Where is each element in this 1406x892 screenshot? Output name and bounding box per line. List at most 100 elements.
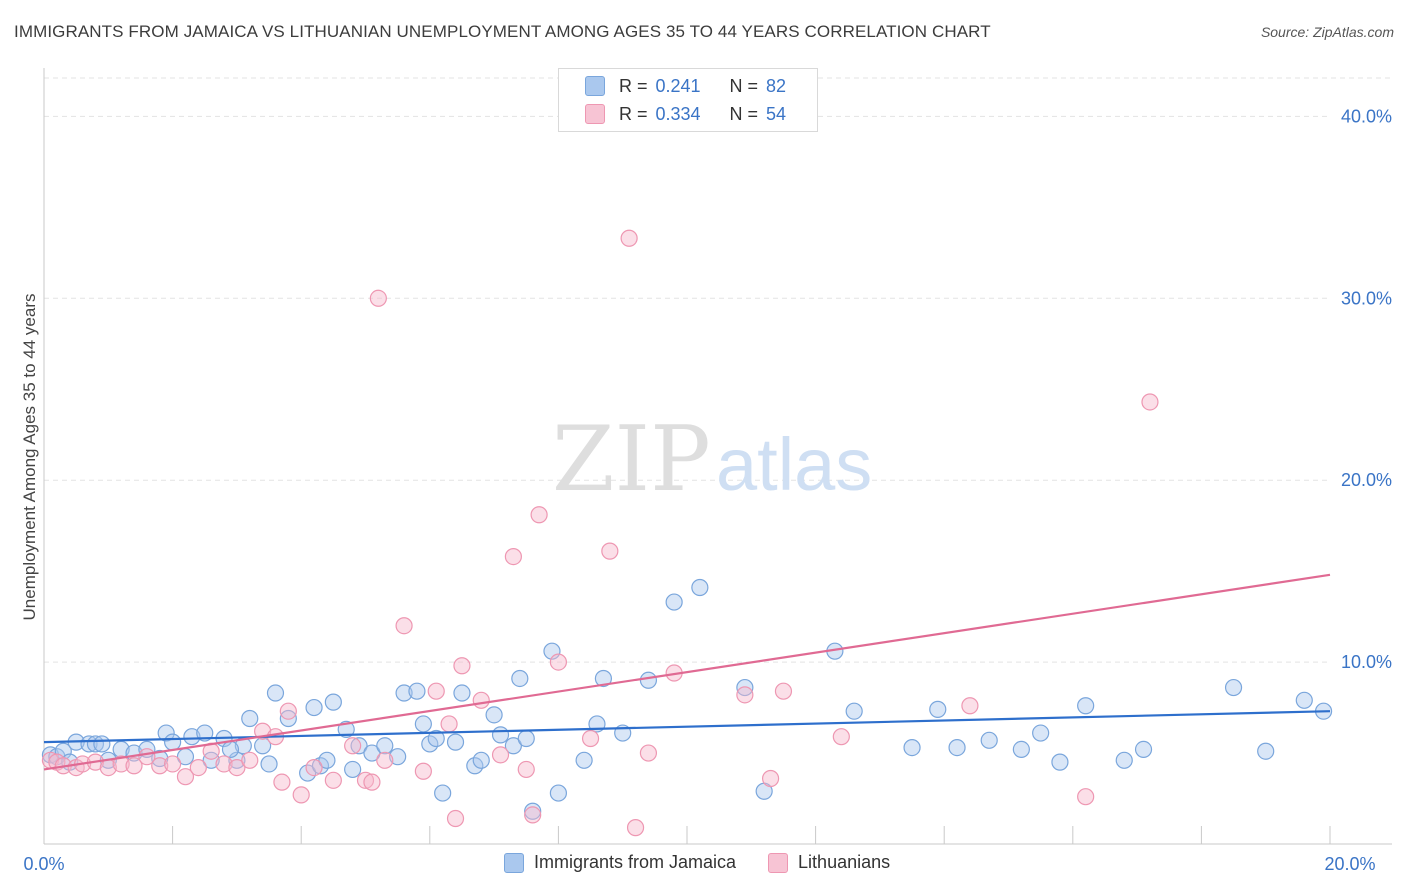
jamaica-point xyxy=(427,729,445,748)
jamaica-point xyxy=(1012,740,1030,759)
axes xyxy=(43,68,1392,845)
legend-r-label: R = xyxy=(619,103,648,124)
jamaica-point xyxy=(395,684,413,702)
legend-row-jamaica: R = 0.241 N = 82 xyxy=(585,75,786,97)
series-legend-jamaica[interactable]: Immigrants from Jamaica xyxy=(504,852,736,873)
jamaica-point xyxy=(1295,691,1313,709)
jamaica-point xyxy=(1134,740,1153,759)
lithuanian-point xyxy=(189,758,207,777)
lithuanian-point xyxy=(395,617,413,635)
jamaica-point xyxy=(305,698,323,717)
lithuanian-point xyxy=(1077,788,1095,806)
gridlines xyxy=(44,77,1390,663)
jamaica-point xyxy=(202,751,220,769)
y-axis-label: Unemployment Among Ages 35 to 44 years xyxy=(20,294,39,621)
jamaica-point xyxy=(903,738,921,757)
lithuanian-point xyxy=(472,691,490,709)
lithuanian-point xyxy=(305,758,323,777)
lithuanian-point xyxy=(164,755,182,773)
watermark-zip: ZIP xyxy=(552,407,711,512)
jamaica-point xyxy=(980,731,998,749)
lithuanian-point xyxy=(832,728,850,746)
jamaica-point xyxy=(511,669,529,688)
lithuanian-point xyxy=(151,757,169,775)
lithuanian-point xyxy=(414,762,432,780)
lithuanian-point xyxy=(356,771,375,789)
jamaica-point xyxy=(54,742,72,760)
lithuanian-point xyxy=(273,773,291,791)
jamaica-point xyxy=(408,682,426,700)
jamaica-point xyxy=(504,737,522,755)
lithuanian-point xyxy=(241,751,259,769)
lithuanian-point xyxy=(125,757,143,775)
jamaica-point xyxy=(485,706,503,724)
lithuanian-point xyxy=(736,686,754,704)
jamaica-point xyxy=(196,724,214,742)
legend-swatch-lithuanian xyxy=(585,104,605,124)
lithuanian-point xyxy=(491,746,510,764)
lithuanian-point xyxy=(376,751,394,769)
chart-title: IMMIGRANTS FROM JAMAICA VS LITHUANIAN UN… xyxy=(14,22,991,41)
jamaica-point xyxy=(93,735,111,753)
x-tick-label-max: 20.0% xyxy=(1324,854,1375,874)
jamaica-trend-line xyxy=(43,710,1331,744)
lithuanian-point xyxy=(440,715,458,733)
legend-swatch-jamaica xyxy=(585,76,605,96)
lithuanian-point xyxy=(626,819,645,837)
lithuanian-point xyxy=(639,744,658,762)
jamaica-point xyxy=(929,700,947,718)
legend-n-label: N = xyxy=(729,75,759,96)
y-tick-label: 20.0% xyxy=(1341,470,1392,490)
jamaica-point xyxy=(350,737,368,755)
series-swatch-lithuanian xyxy=(768,852,789,873)
lithuanian-point xyxy=(581,729,600,748)
legend-row-lithuanian: R = 0.334 N = 54 xyxy=(585,103,786,125)
legend-r-label: R = xyxy=(619,75,648,96)
jamaica-point xyxy=(376,737,394,755)
lithuanian-point xyxy=(344,737,362,755)
lithuanian-point xyxy=(292,786,310,804)
jamaica-point xyxy=(228,751,246,769)
jamaica-point xyxy=(337,720,355,739)
jamaica-point xyxy=(1224,678,1243,697)
jamaica-point xyxy=(389,748,407,766)
lithuanian-point xyxy=(324,771,342,789)
jamaica-point xyxy=(472,751,490,769)
jamaica-point xyxy=(517,729,535,748)
jamaica-point xyxy=(491,726,510,744)
jamaica-point xyxy=(183,728,201,746)
lithuanian-point xyxy=(446,809,465,828)
lithuanian-point xyxy=(504,547,522,566)
jamaica-point xyxy=(434,784,452,802)
series-swatch-jamaica xyxy=(504,852,524,873)
legend-r-value-lithuanian: 0.334 xyxy=(655,103,701,124)
lithuanian-point xyxy=(601,542,619,560)
watermark: ZIP atlas xyxy=(552,407,872,512)
jamaica-point xyxy=(344,760,362,779)
jamaica-point xyxy=(1051,753,1069,771)
jamaica-point xyxy=(665,593,683,611)
x-tick-label-min: 0.0% xyxy=(23,854,64,874)
lithuanian-points xyxy=(41,229,1159,837)
lithuanian-point xyxy=(517,760,535,779)
jamaica-point xyxy=(446,733,465,751)
trend-lines xyxy=(43,573,1331,771)
watermark-atlas: atlas xyxy=(716,423,872,506)
jamaica-point xyxy=(157,724,175,742)
y-tick-label: 40.0% xyxy=(1341,106,1392,126)
jamaica-point xyxy=(691,578,709,597)
legend-n-value-jamaica: 82 xyxy=(766,75,787,96)
jamaica-point xyxy=(363,744,381,762)
jamaica-point xyxy=(639,671,658,689)
y-tick-label: 10.0% xyxy=(1341,652,1392,672)
series-name-lithuanian: Lithuanians xyxy=(798,852,891,872)
jamaica-point xyxy=(453,684,471,702)
jamaica-point xyxy=(575,751,593,769)
lithuanian-point xyxy=(427,682,445,700)
jamaica-point xyxy=(151,749,169,768)
legend-n-label: N = xyxy=(729,103,759,124)
lithuanian-point xyxy=(524,806,542,824)
series-legend-lithuanian[interactable]: Lithuanians xyxy=(768,852,890,873)
jamaica-points xyxy=(41,578,1333,820)
